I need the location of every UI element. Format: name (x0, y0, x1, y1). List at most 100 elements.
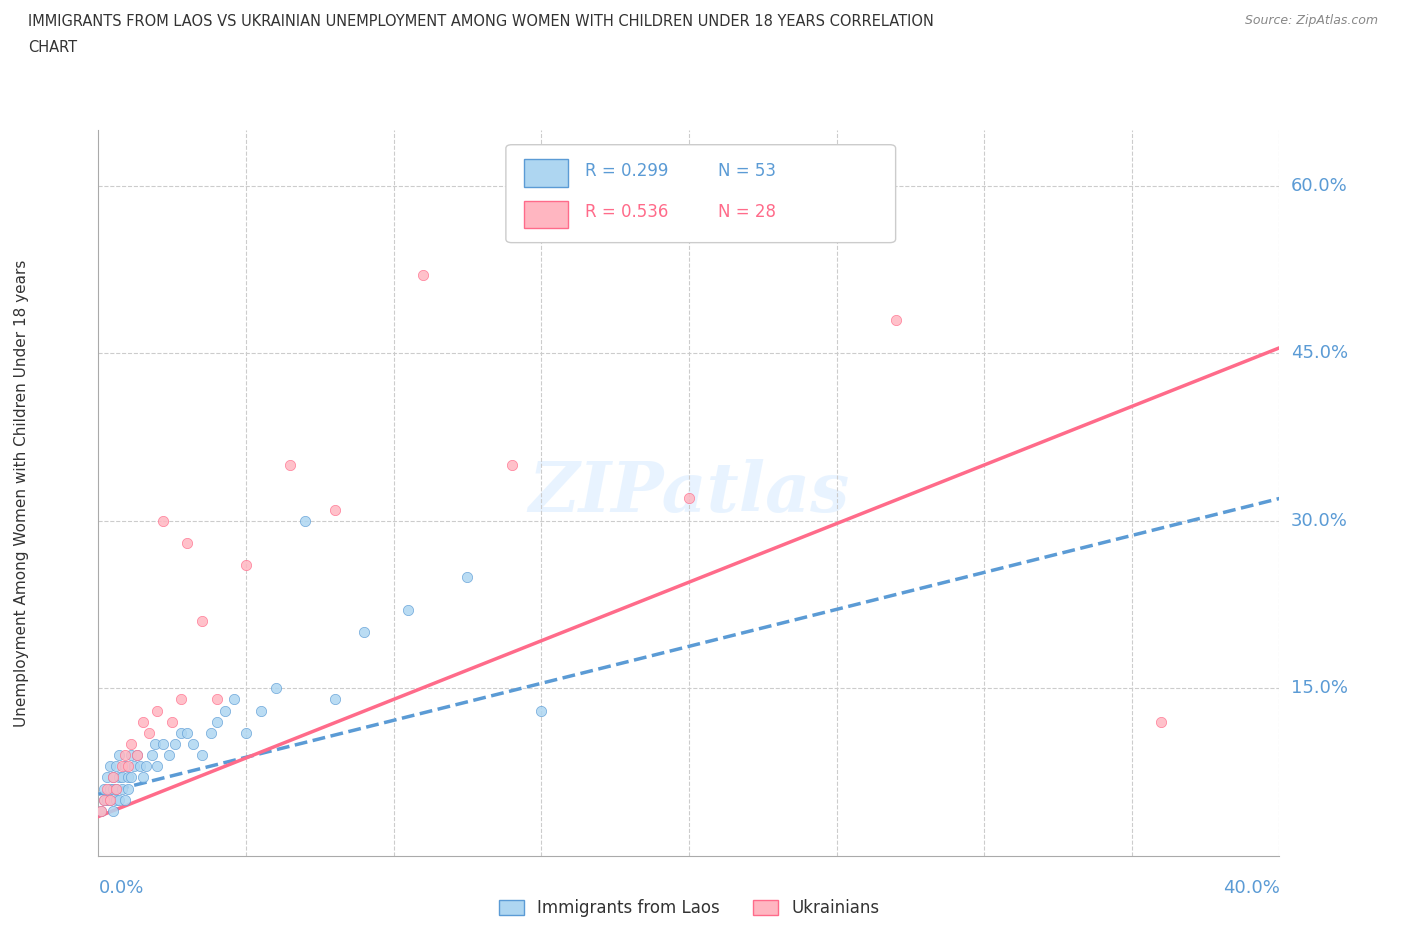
Point (103, 781, 125, 796)
Point (176, 725, 198, 740)
Point (235, 725, 257, 740)
FancyBboxPatch shape (506, 145, 896, 243)
Point (90, 804, 112, 818)
Point (412, 268, 434, 283)
Point (117, 781, 139, 796)
Point (456, 569, 478, 584)
Point (396, 603, 419, 618)
Point (165, 737, 187, 751)
Point (501, 458, 523, 472)
Point (105, 781, 128, 796)
Point (132, 770, 155, 785)
Point (105, 781, 128, 796)
Point (108, 748, 131, 763)
Text: IMMIGRANTS FROM LAOS VS UKRAINIAN UNEMPLOYMENT AMONG WOMEN WITH CHILDREN UNDER 1: IMMIGRANTS FROM LAOS VS UKRAINIAN UNEMPL… (28, 14, 934, 29)
Point (143, 737, 166, 751)
Point (103, 770, 125, 785)
Text: N = 28: N = 28 (718, 203, 776, 221)
Point (353, 625, 375, 640)
Point (105, 759, 128, 774)
Point (114, 748, 136, 763)
Point (125, 748, 148, 763)
Point (323, 692, 346, 707)
Text: R = 0.536: R = 0.536 (585, 203, 668, 221)
Text: 30.0%: 30.0% (1291, 512, 1347, 530)
Text: CHART: CHART (28, 40, 77, 55)
Point (146, 759, 169, 774)
Point (235, 558, 257, 573)
Point (114, 792, 136, 807)
Point (294, 513, 316, 528)
Point (105, 792, 128, 807)
Point (122, 759, 145, 774)
Point (176, 536, 198, 551)
Point (678, 491, 700, 506)
Point (205, 692, 228, 707)
Text: Source: ZipAtlas.com: Source: ZipAtlas.com (1244, 14, 1378, 27)
Point (93, 792, 115, 807)
Point (90, 804, 112, 818)
Point (141, 748, 163, 763)
Point (205, 714, 228, 729)
Point (98, 781, 121, 796)
Point (114, 759, 136, 774)
Bar (523, 201, 568, 228)
Point (250, 703, 273, 718)
Text: 0.0%: 0.0% (98, 879, 143, 897)
Legend: Immigrants from Laos, Ukrainians: Immigrants from Laos, Ukrainians (492, 892, 886, 923)
Point (98, 792, 121, 807)
Point (181, 737, 204, 751)
Point (111, 759, 134, 774)
Text: N = 53: N = 53 (718, 162, 776, 179)
Point (93, 792, 115, 807)
Point (152, 737, 174, 751)
Point (96, 770, 118, 785)
Point (157, 748, 180, 763)
Point (132, 714, 155, 729)
Point (146, 703, 169, 718)
Point (191, 748, 214, 763)
Point (120, 748, 142, 763)
Bar (523, 159, 568, 187)
Point (117, 759, 139, 774)
Point (120, 770, 142, 785)
Point (200, 725, 222, 740)
Text: Unemployment Among Women with Children Under 18 years: Unemployment Among Women with Children U… (14, 259, 28, 726)
Text: 15.0%: 15.0% (1291, 679, 1348, 698)
Text: R = 0.299: R = 0.299 (585, 162, 668, 179)
Point (884, 312, 907, 327)
Point (93, 781, 115, 796)
Point (135, 759, 157, 774)
Point (111, 781, 134, 796)
Point (191, 614, 214, 629)
Text: 40.0%: 40.0% (1223, 879, 1279, 897)
Text: ZIPatlas: ZIPatlas (529, 459, 849, 526)
Point (170, 725, 193, 740)
Point (214, 703, 236, 718)
Point (120, 737, 142, 751)
Point (1150, 714, 1173, 729)
Point (98, 759, 121, 774)
Text: 45.0%: 45.0% (1291, 344, 1348, 363)
Point (278, 458, 302, 472)
Point (117, 770, 139, 785)
Point (152, 513, 174, 528)
Point (98, 792, 121, 807)
Point (103, 804, 125, 818)
Point (108, 770, 131, 785)
Point (96, 781, 118, 796)
Point (264, 681, 287, 696)
Point (103, 770, 125, 785)
Point (128, 759, 150, 774)
Point (125, 748, 148, 763)
Point (111, 770, 134, 785)
Point (162, 714, 183, 729)
Point (108, 792, 131, 807)
Point (224, 692, 246, 707)
Point (96, 792, 118, 807)
Point (530, 703, 553, 718)
Point (170, 692, 193, 707)
Point (323, 502, 346, 517)
Point (138, 725, 160, 740)
Text: 60.0%: 60.0% (1291, 177, 1347, 195)
